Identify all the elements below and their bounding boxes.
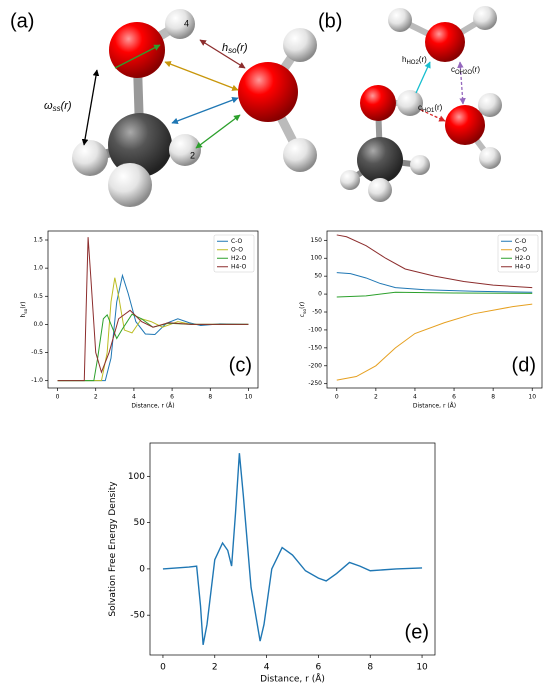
y-tick-label: 0.0 xyxy=(33,321,43,328)
x-tick-label: 6 xyxy=(452,394,456,401)
y-tick-label: 1.0 xyxy=(33,265,43,272)
y-label-base: c xyxy=(299,314,306,317)
series-line xyxy=(336,234,533,289)
y-label-base: h xyxy=(20,314,27,318)
legend-label: H2-O xyxy=(515,255,531,262)
y-tick-label: 0 xyxy=(139,564,145,574)
series-line xyxy=(57,277,249,382)
y-tick-label: -250 xyxy=(308,380,322,387)
y-tick-label: 1.5 xyxy=(33,237,43,244)
y-tick-label: -50 xyxy=(130,611,145,621)
y-axis-label: cso(r) xyxy=(299,302,308,318)
y-label-tail: (r) xyxy=(20,301,27,308)
y-tick-label: 0 xyxy=(318,291,322,298)
x-tick-label: 6 xyxy=(170,394,174,401)
x-tick-label: 2 xyxy=(94,394,98,401)
y-tick-label: 50 xyxy=(314,273,322,280)
diagram-a: (a) 4 2 hso(r) ωss(r) xyxy=(10,9,317,207)
omega-ss-label: ωss(r) xyxy=(44,100,72,113)
x-tick-label: 2 xyxy=(212,663,218,673)
y-label-base: Solvation Free Energy Density xyxy=(108,481,118,617)
charts: 0 2 4 6 8 10 -1.0 -0.5 0.0 0.5 1.0 1.5 Distance, r (… xyxy=(20,230,543,685)
panel-label: (a) xyxy=(10,10,34,32)
x-tick-label: 8 xyxy=(208,394,212,401)
x-tick-label: 2 xyxy=(374,394,378,401)
y-tick-label: 50 xyxy=(134,518,146,528)
series-line xyxy=(336,303,533,381)
legend-label: O-O xyxy=(231,246,243,253)
legend-box xyxy=(213,234,255,273)
y-label-sub: so xyxy=(24,308,29,313)
plot-frame xyxy=(47,230,259,389)
h-ho2-label: hHO2(r) xyxy=(402,55,427,65)
x-tick-label: 4 xyxy=(413,394,417,401)
legend-label: H4-O xyxy=(515,263,531,270)
panel-label: (d) xyxy=(512,354,536,376)
y-axis-label: Solvation Free Energy Density xyxy=(108,481,118,617)
x-axis-label: Distance, r (Å) xyxy=(413,403,456,410)
plot-frame xyxy=(149,442,436,656)
series-line xyxy=(336,272,533,293)
legend-label: H2-O xyxy=(231,255,247,262)
legend-label: C-O xyxy=(231,238,243,245)
x-axis-label: Distance, r (Å) xyxy=(260,673,325,685)
y-tick-label: -0.5 xyxy=(31,349,43,356)
x-tick-label: 10 xyxy=(416,663,428,673)
atom-label: 2 xyxy=(190,150,195,160)
x-tick-label: 8 xyxy=(367,663,373,673)
x-tick-label: 6 xyxy=(316,663,322,673)
panel-label: (b) xyxy=(318,10,342,32)
atom-label: 4 xyxy=(184,18,189,28)
y-tick-label: -150 xyxy=(308,344,322,351)
legend-box xyxy=(497,234,539,273)
series-line xyxy=(57,237,249,382)
x-tick-label: 4 xyxy=(132,394,136,401)
y-tick-label: -1.0 xyxy=(31,377,43,384)
x-tick-label: 0 xyxy=(335,394,339,401)
y-label-tail: (r) xyxy=(299,302,306,309)
legend-label: C-O xyxy=(515,238,527,245)
x-tick-label: 10 xyxy=(528,394,536,401)
y-tick-label: 150 xyxy=(311,237,323,244)
y-tick-label: -200 xyxy=(308,362,322,369)
panel-label: (e) xyxy=(405,621,429,643)
c-oh2-label: cOH2O(r) xyxy=(451,65,480,75)
legend-label: O-O xyxy=(515,246,527,253)
series-line xyxy=(336,291,533,298)
y-tick-label: -100 xyxy=(308,326,322,333)
y-tick-label: -50 xyxy=(312,309,322,316)
x-tick-label: 0 xyxy=(56,394,60,401)
h-so-label: hso(r) xyxy=(222,42,248,55)
diagram-b: (b) hHO2(r) cOH2O(r) cHO1(r) xyxy=(318,6,502,202)
y-axis-label: hso(r) xyxy=(20,301,29,317)
x-tick-label: 0 xyxy=(160,663,166,673)
y-label-sub: so xyxy=(303,309,308,314)
x-axis-label: Distance, r (Å) xyxy=(131,403,174,410)
x-tick-label: 4 xyxy=(264,663,270,673)
series-line xyxy=(162,453,423,645)
y-tick-label: 0.5 xyxy=(33,293,43,300)
x-tick-label: 8 xyxy=(491,394,495,401)
panel-label: (c) xyxy=(229,354,252,376)
y-tick-label: 100 xyxy=(128,472,145,482)
y-tick-label: 100 xyxy=(311,255,323,262)
legend-label: H4-O xyxy=(231,263,247,270)
plot-frame xyxy=(326,230,543,389)
c-ho1-label: cHO1(r) xyxy=(418,103,443,113)
x-tick-label: 10 xyxy=(245,394,253,401)
